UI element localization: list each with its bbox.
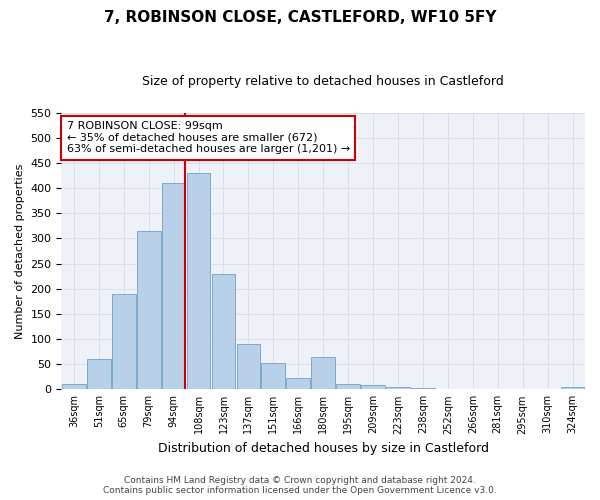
Title: Size of property relative to detached houses in Castleford: Size of property relative to detached ho…: [142, 75, 504, 88]
Bar: [236, 344, 260, 390]
Bar: [386, 387, 410, 390]
Text: 7, ROBINSON CLOSE, CASTLEFORD, WF10 5FY: 7, ROBINSON CLOSE, CASTLEFORD, WF10 5FY: [104, 10, 496, 25]
Bar: [162, 183, 185, 390]
Bar: [361, 386, 385, 390]
Bar: [436, 389, 460, 390]
Bar: [336, 384, 360, 390]
Bar: [461, 389, 485, 390]
Bar: [62, 384, 86, 390]
Y-axis label: Number of detached properties: Number of detached properties: [15, 164, 25, 338]
Bar: [286, 378, 310, 390]
Bar: [112, 294, 136, 390]
Bar: [536, 389, 559, 390]
Bar: [511, 389, 535, 390]
Text: 7 ROBINSON CLOSE: 99sqm
← 35% of detached houses are smaller (672)
63% of semi-d: 7 ROBINSON CLOSE: 99sqm ← 35% of detache…: [67, 121, 350, 154]
Bar: [87, 359, 110, 390]
Bar: [311, 356, 335, 390]
Bar: [137, 231, 161, 390]
Bar: [486, 389, 509, 390]
X-axis label: Distribution of detached houses by size in Castleford: Distribution of detached houses by size …: [158, 442, 489, 455]
Text: Contains HM Land Registry data © Crown copyright and database right 2024.
Contai: Contains HM Land Registry data © Crown c…: [103, 476, 497, 495]
Bar: [411, 388, 435, 390]
Bar: [262, 363, 285, 390]
Bar: [212, 274, 235, 390]
Bar: [187, 173, 211, 390]
Bar: [560, 388, 584, 390]
